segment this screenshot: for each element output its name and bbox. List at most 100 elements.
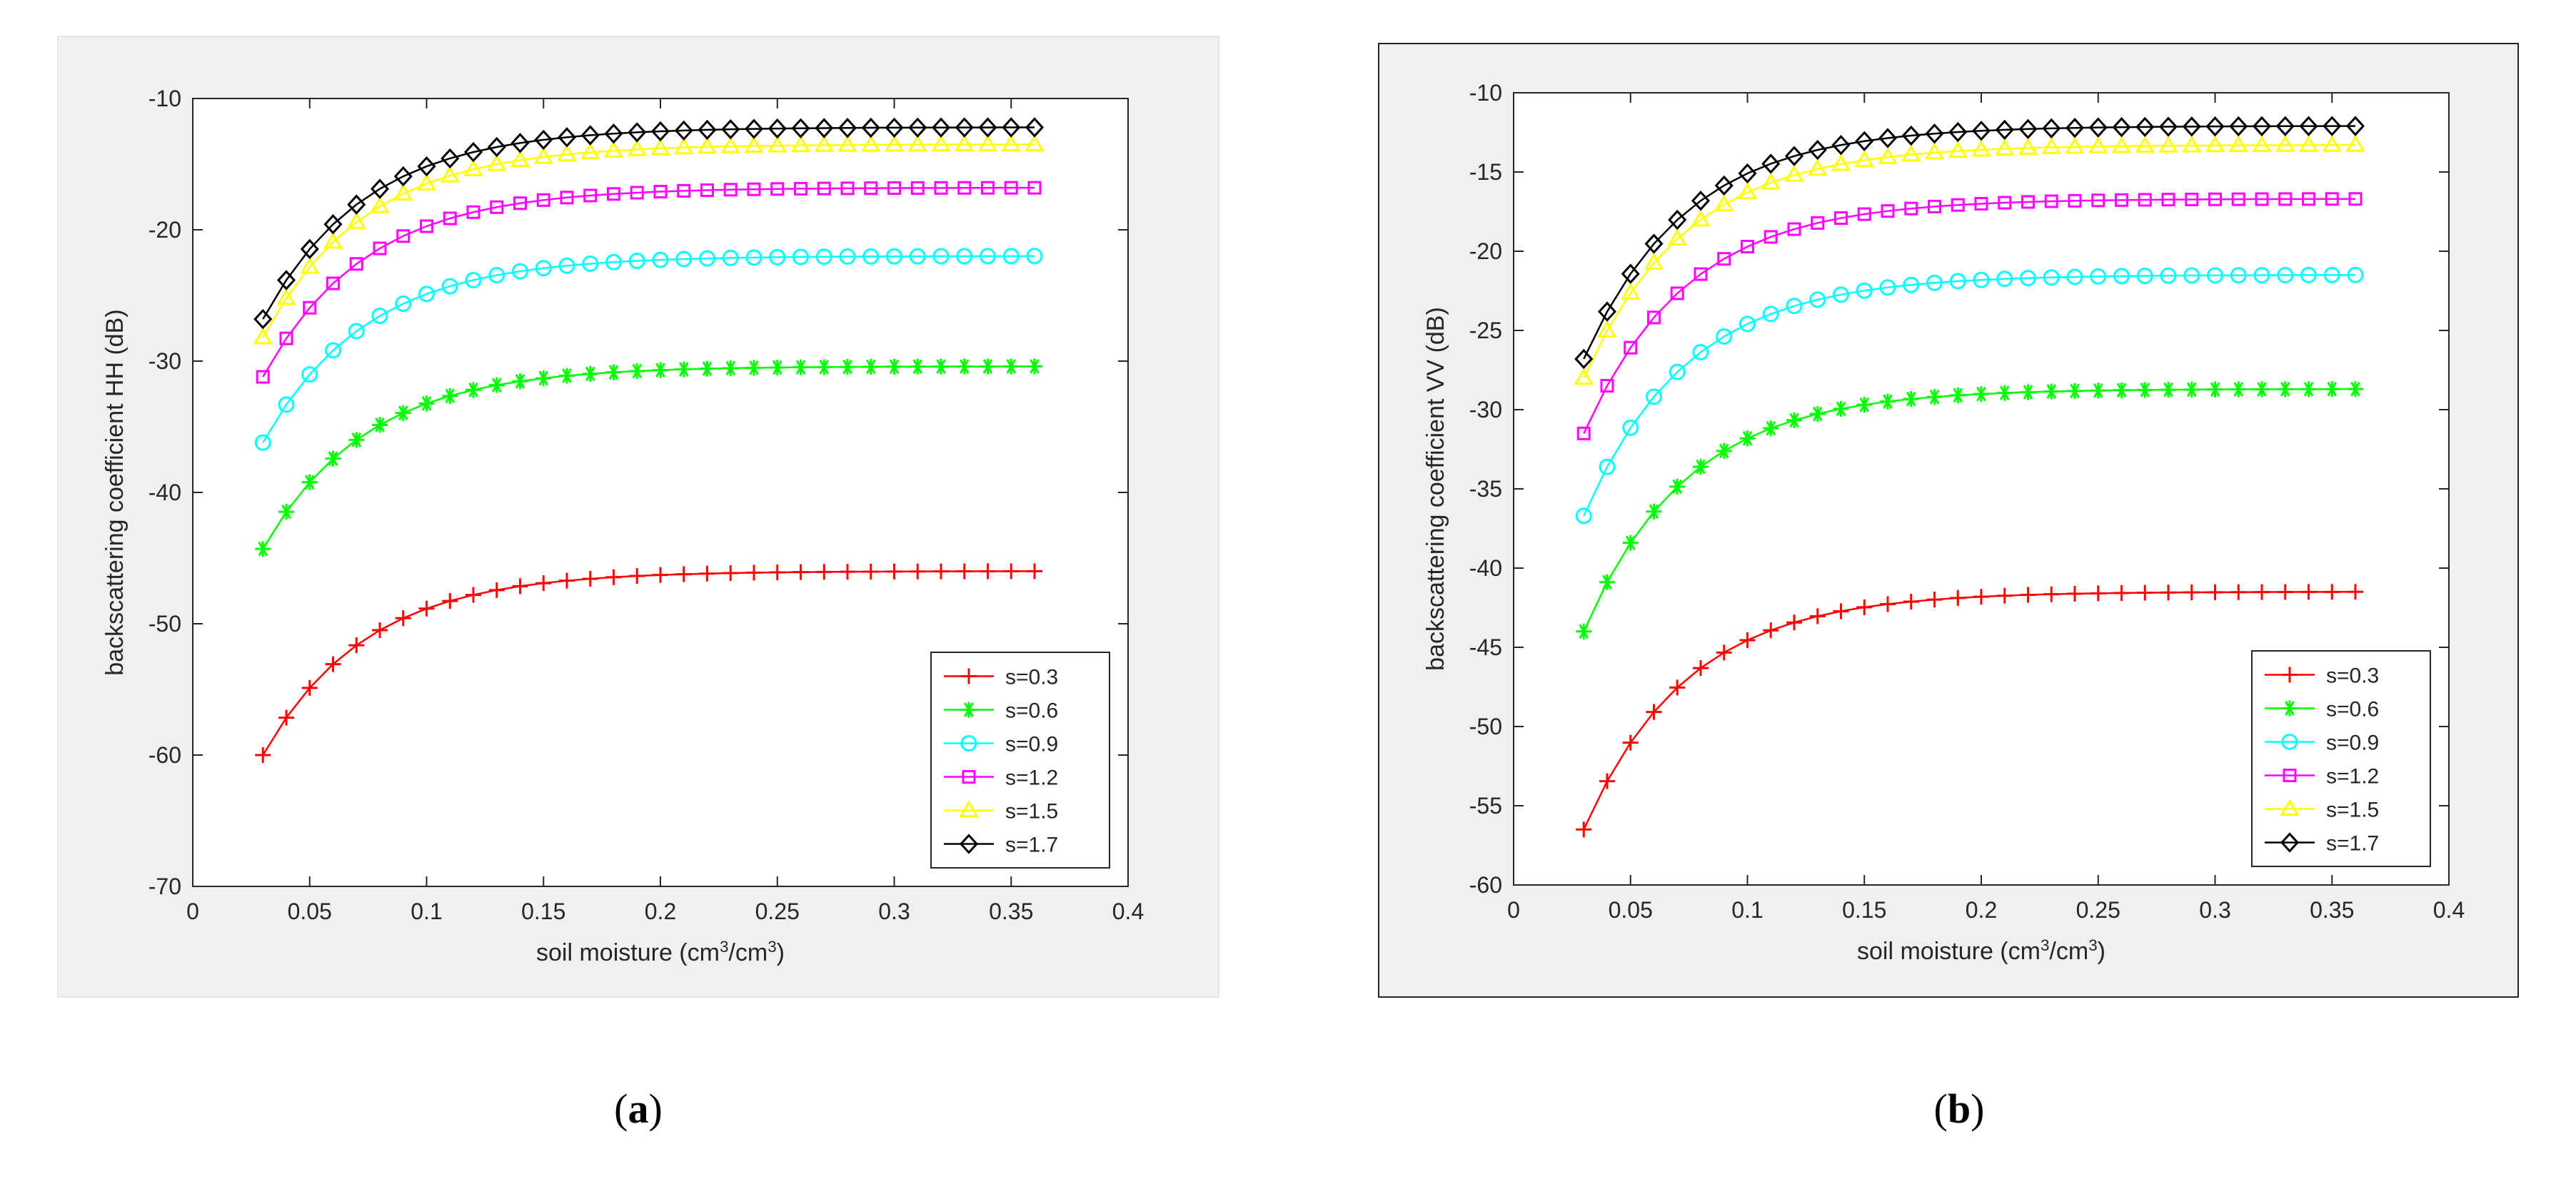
chart-b-data-point xyxy=(2043,383,2060,400)
chart-b-series-s=1.5 xyxy=(1574,135,2365,385)
chart-a-legend-box xyxy=(930,652,1110,869)
chart-a-data-point xyxy=(861,117,880,138)
chart-a-data-point xyxy=(817,181,831,196)
chart-b-data-point xyxy=(2348,381,2363,398)
chart-a-series-line xyxy=(262,365,1035,550)
chart-b-xtick-label: 0.1 xyxy=(1731,897,1763,923)
chart-b-data-point xyxy=(2067,383,2083,399)
chart-b-ytick-label: -20 xyxy=(1469,238,1502,264)
chart-b-data-point xyxy=(2135,116,2155,138)
chart-a-data-point xyxy=(862,563,879,580)
chart-b-data-point xyxy=(1646,388,1662,405)
chart-a-data-point xyxy=(862,358,879,375)
chart-a-data-point xyxy=(652,251,669,268)
chart-a-data-point xyxy=(745,249,763,266)
chart-a-data-point xyxy=(886,358,902,375)
chart-a-data-point xyxy=(699,250,715,267)
chart-a-data-point xyxy=(534,129,553,151)
chart-b-legend-label: s=1.7 xyxy=(2326,832,2379,856)
chart-b-data-point xyxy=(1693,660,1709,677)
chart-a-legend-item: s=0.3 xyxy=(944,666,1058,689)
chart-b-data-point xyxy=(2207,584,2223,600)
chart-b-data-point xyxy=(2230,267,2247,284)
chart-a-data-point xyxy=(1003,358,1020,375)
chart-b-data-point xyxy=(2324,381,2340,398)
chart-b-data-point xyxy=(2115,193,2128,207)
chart-b-data-point xyxy=(1973,589,1989,605)
chart-b-data-point xyxy=(1903,276,1920,293)
chart-a-data-point xyxy=(768,118,787,139)
chart-a-data-point xyxy=(418,600,435,617)
chart-b-data-point xyxy=(2113,585,2130,601)
chart-b-ytick-label: -50 xyxy=(1469,714,1502,739)
chart-b-data-point xyxy=(1763,420,1779,437)
chart-b-legend-item: s=1.2 xyxy=(2265,765,2379,789)
chart-b-data-point xyxy=(1716,442,1732,459)
chart-a-data-point xyxy=(301,679,318,696)
chart-b-data-point xyxy=(1574,368,1594,385)
chart-a-data-point xyxy=(372,417,388,433)
chart-a-data-point xyxy=(770,182,785,196)
chart-a-data-point xyxy=(416,173,437,191)
chart-a-data-point xyxy=(443,211,457,226)
chart-a-data-point xyxy=(558,257,575,274)
chart-b-data-point xyxy=(1808,139,1827,161)
chart-a-data-point xyxy=(815,118,834,138)
chart-b-xtick-label: 0.3 xyxy=(2199,897,2230,923)
chart-b-legend-marker xyxy=(2283,769,2297,782)
chart-a-legend-item: s=1.7 xyxy=(944,834,1058,857)
chart-a-xtick-label: 0.15 xyxy=(521,899,565,924)
chart-b-data-point xyxy=(1856,282,1873,299)
chart-a-data-point xyxy=(300,257,320,274)
chart-a-xtick-label: 0.05 xyxy=(288,899,332,924)
chart-a-data-point xyxy=(442,388,458,404)
chart-a-ytick-label: -40 xyxy=(149,480,181,505)
chart-a-data-point xyxy=(512,373,528,390)
chart-b-data-point xyxy=(1691,191,1711,211)
chart-a-data-point xyxy=(1027,563,1042,580)
chart-a-data-point xyxy=(560,191,574,205)
chart-a-data-point xyxy=(932,248,950,265)
chart-a-data-point xyxy=(840,564,855,580)
chart-b-data-point xyxy=(1973,386,1989,403)
chart-b-data-point xyxy=(1878,147,1898,164)
chart-b-data-point xyxy=(1833,603,1849,619)
chart-b-data-point xyxy=(2300,266,2317,283)
chart-b-data-point xyxy=(1621,263,1640,284)
chart-b-data-point xyxy=(1833,400,1849,417)
chart-a-ytick-label: -10 xyxy=(149,86,181,111)
chart-a-data-point xyxy=(699,565,715,582)
chart-a-data-point xyxy=(1003,563,1020,580)
chart-a-data-point xyxy=(466,587,481,603)
chart-b-data-point xyxy=(1924,142,1945,160)
chart-a-data-point xyxy=(1027,358,1042,375)
chart-a-data-point xyxy=(301,474,318,490)
chart-b-series-line xyxy=(1583,388,2356,632)
chart-a-data-point xyxy=(721,118,740,140)
chart-b-legend-label: s=1.2 xyxy=(2326,765,2379,789)
chart-a-data-point xyxy=(325,450,341,467)
chart-a-data-point xyxy=(956,248,973,265)
chart-b-data-point xyxy=(1809,291,1826,308)
chart-b-data-point xyxy=(1857,207,1871,221)
chart-b-data-point xyxy=(2113,382,2130,398)
chart-a-data-point xyxy=(535,260,552,277)
chart-a-series-s=1.2 xyxy=(256,181,1042,384)
chart-b-data-point xyxy=(1739,632,1756,648)
chart-b-data-point xyxy=(1694,267,1708,281)
chart-b-data-point xyxy=(2300,584,2317,600)
chart-b-data-point xyxy=(1948,121,1968,143)
chart-b-data-point xyxy=(2228,135,2248,153)
chart-a-legend-label: s=0.6 xyxy=(1005,699,1058,723)
chart-a-data-point xyxy=(674,120,693,141)
chart-b-data-point xyxy=(1926,274,1943,291)
chart-a-data-point xyxy=(630,186,644,200)
chart-b-data-point xyxy=(1646,503,1662,520)
chart-a-data-point xyxy=(276,288,296,305)
chart-b-legend-marker xyxy=(2280,832,2300,853)
chart-b-legend-item: s=1.7 xyxy=(2265,832,2379,856)
chart-b-data-point xyxy=(1808,158,1828,176)
chart-b-data-point xyxy=(1928,199,1941,213)
chart-a-data-point xyxy=(910,181,925,195)
chart-a-data-point xyxy=(650,138,670,156)
